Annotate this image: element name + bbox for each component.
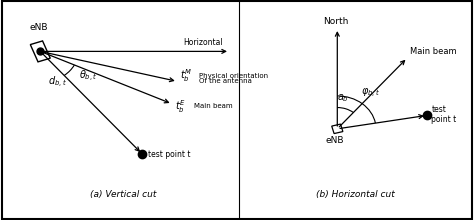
Text: test
point t: test point t (431, 105, 457, 124)
Text: Main beam: Main beam (194, 103, 232, 109)
Polygon shape (332, 124, 343, 134)
Text: North: North (323, 17, 349, 26)
Text: $t_b^M$: $t_b^M$ (180, 67, 192, 84)
Text: (b) Horizontal cut: (b) Horizontal cut (316, 189, 395, 198)
Text: $t_b^E$: $t_b^E$ (175, 98, 186, 115)
Text: $\varphi_{b,t}$: $\varphi_{b,t}$ (361, 86, 381, 99)
Text: Main beam: Main beam (410, 47, 456, 56)
Text: (a) Vertical cut: (a) Vertical cut (90, 189, 156, 198)
Text: $d_{b,t}$: $d_{b,t}$ (48, 75, 67, 90)
Text: test point t: test point t (148, 150, 191, 160)
Text: Physical orientation: Physical orientation (199, 73, 268, 79)
Polygon shape (30, 41, 50, 62)
Text: Horizontal: Horizontal (183, 38, 223, 47)
Text: eNB: eNB (326, 136, 344, 145)
Text: Of the antenna: Of the antenna (199, 79, 252, 84)
Text: $\theta_{b,t}$: $\theta_{b,t}$ (80, 69, 98, 84)
Text: eNB: eNB (30, 23, 48, 32)
Text: $a_b$: $a_b$ (337, 92, 348, 104)
